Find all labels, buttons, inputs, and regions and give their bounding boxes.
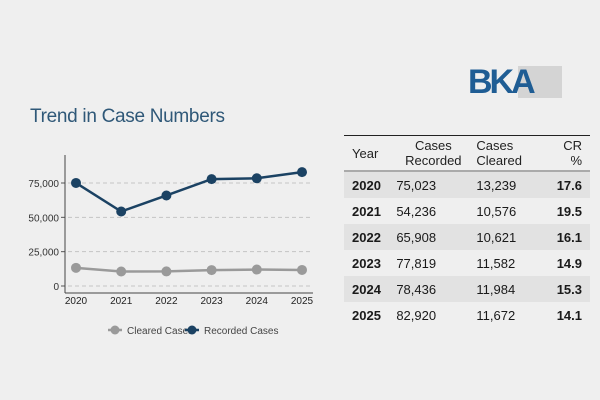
cell-recorded: 65,908: [396, 229, 437, 245]
cell-cr: 19.5: [556, 203, 582, 219]
x-tick-label: 2022: [155, 296, 178, 307]
header-cleared: Cases Cleared: [476, 138, 522, 168]
x-tick-label: 2024: [246, 296, 269, 307]
header-year: Year: [352, 145, 379, 161]
cell-cr: 15.3: [556, 281, 582, 297]
table-row: 2022 65,908 10,621 16.1: [344, 224, 590, 250]
line-chart: 0 25,000 50,000 75,000 2020 2021 2022 2023 2024 2…: [28, 155, 314, 337]
cell-cleared: 11,984: [476, 281, 516, 297]
cell-recorded: 78,436: [396, 281, 437, 297]
cell-year: 2025: [352, 307, 381, 323]
x-tick-label: 2020: [65, 296, 88, 307]
data-point: [161, 266, 172, 277]
cell-recorded: 82,920: [396, 307, 437, 323]
table-row: 2020 75,023 13,239 17.6: [344, 171, 590, 198]
cell-recorded: 75,023: [396, 177, 437, 193]
legend-label: Recorded Cases: [204, 326, 278, 337]
data-point: [251, 264, 262, 275]
data-point: [251, 173, 262, 184]
cell-cleared: 13,239: [476, 177, 517, 193]
cell-year: 2024: [352, 281, 381, 297]
data-point: [297, 264, 307, 275]
table-row: 2025 82,920 11,672 14.1: [344, 302, 590, 328]
y-tick-label: 75,000: [28, 179, 59, 190]
data-point: [116, 266, 127, 277]
x-tick-label: 2023: [200, 296, 223, 307]
cell-cr: 16.1: [556, 229, 582, 245]
cell-cr: 17.6: [556, 177, 582, 193]
legend-marker: [187, 325, 197, 335]
legend-marker: [110, 325, 120, 335]
cell-year: 2020: [352, 177, 381, 193]
cell-cr: 14.1: [556, 307, 582, 323]
cell-recorded: 77,819: [396, 255, 437, 271]
table-row: 2021 54,236 10,576 19.5: [344, 198, 590, 224]
cell-cr: 14.9: [556, 255, 582, 271]
logo-text: BKA: [468, 63, 536, 101]
cell-year: 2023: [352, 255, 381, 271]
legend-label: Cleared Cases: [127, 326, 193, 337]
header-recorded: Cases Recorded: [405, 138, 462, 168]
cell-cleared: 11,582: [476, 255, 516, 271]
bka-logo: BKA: [468, 63, 562, 101]
cell-cleared: 10,621: [476, 229, 517, 245]
logo-grey-block: [518, 66, 562, 98]
data-point: [71, 262, 81, 273]
cell-year: 2021: [352, 203, 381, 219]
x-tick-label: 2021: [110, 296, 133, 307]
y-tick-label: 25,000: [28, 248, 59, 259]
cell-year: 2022: [352, 229, 381, 245]
chart-title: Trend in Case Numbers: [30, 106, 225, 127]
case-table: Year Cases Recorded Cases Cleared CR % 2…: [344, 135, 590, 328]
table-header-row: Year Cases Recorded Cases Cleared CR %: [344, 135, 590, 171]
data-point: [206, 174, 217, 185]
table-row: 2024 78,436 11,984 15.3: [344, 276, 590, 302]
data-point: [116, 206, 127, 217]
cell-cleared: 11,672: [476, 307, 516, 323]
series-line: [75, 266, 303, 273]
cell-recorded: 54,236: [396, 203, 437, 219]
series-line: [75, 170, 303, 213]
data-point: [71, 177, 81, 188]
table-row: 2023 77,819 11,582 14.9: [344, 250, 590, 276]
y-tick-label: 0: [53, 282, 59, 293]
header-cr: CR %: [563, 138, 582, 168]
cell-cleared: 10,576: [476, 203, 517, 219]
data-point: [206, 265, 217, 276]
x-tick-label: 2025: [291, 296, 314, 307]
data-point: [297, 167, 307, 178]
data-point: [161, 190, 172, 201]
y-tick-label: 50,000: [28, 213, 59, 224]
